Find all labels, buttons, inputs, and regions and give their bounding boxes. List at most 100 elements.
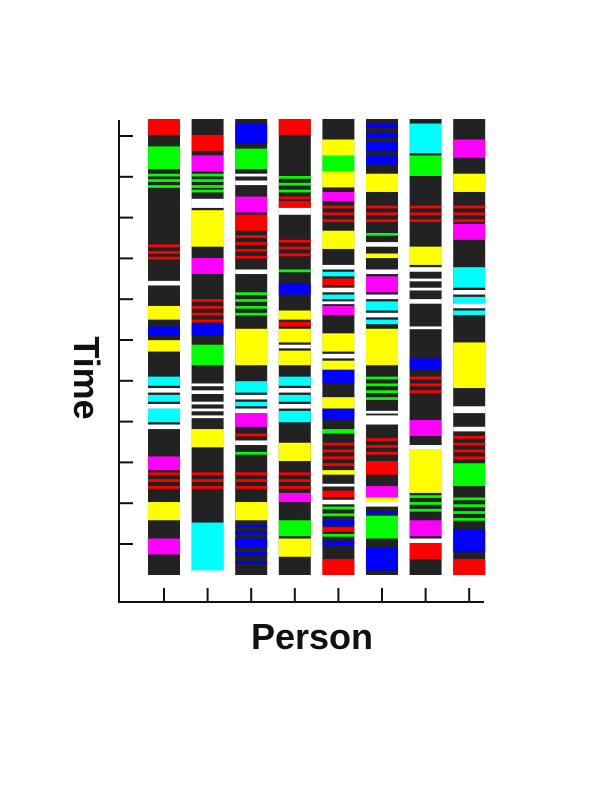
event-segment [409, 267, 442, 272]
event-segment [366, 497, 398, 503]
event-segment [148, 251, 180, 254]
event-segment [322, 408, 355, 420]
event-segment [409, 449, 442, 493]
event-segment [278, 492, 311, 503]
event-segment [366, 445, 398, 448]
event-segment [322, 333, 355, 352]
event-segment [366, 502, 398, 507]
event-segment [278, 410, 311, 423]
event-segment [366, 410, 398, 414]
axes [118, 120, 484, 603]
event-segment [453, 511, 486, 514]
person-column-2 [191, 119, 224, 575]
event-segment [453, 449, 486, 453]
event-segment [453, 303, 486, 309]
event-segment [453, 173, 486, 192]
event-segment [278, 310, 311, 320]
event-segment [366, 390, 398, 394]
person-columns [148, 119, 486, 575]
event-segment [235, 413, 268, 427]
event-segment [235, 552, 268, 555]
event-segment [278, 394, 311, 402]
event-segment [409, 520, 442, 537]
event-segment [235, 123, 268, 145]
event-segment [278, 344, 311, 349]
event-segment [366, 253, 398, 259]
event-segment [235, 538, 268, 548]
event-segment [453, 290, 486, 295]
event-segment [278, 350, 311, 366]
event-segment [278, 472, 311, 476]
event-segment [453, 342, 486, 389]
event-segment [409, 326, 442, 330]
event-segment [278, 196, 311, 200]
event-segment [453, 426, 486, 432]
event-segment [235, 214, 268, 231]
event-segment [366, 376, 398, 380]
event-segment [322, 559, 355, 575]
event-segment [191, 319, 224, 323]
event-segment [235, 312, 268, 316]
event-segment [235, 451, 268, 455]
event-segment [148, 388, 180, 393]
event-segment [366, 294, 398, 300]
event-segment [148, 305, 180, 320]
event-segment [235, 292, 268, 296]
event-segment [409, 390, 442, 394]
event-segment [366, 383, 398, 387]
event-segment [191, 305, 224, 309]
event-segment [453, 139, 486, 158]
person-column-6 [366, 119, 398, 575]
event-segment [235, 561, 268, 565]
event-segment [322, 205, 355, 209]
event-segment [191, 390, 224, 394]
event-segment [191, 185, 224, 188]
event-segment [235, 394, 268, 400]
event-segment [366, 242, 398, 247]
event-segment [453, 529, 486, 553]
event-segment [366, 451, 398, 455]
event-segment [235, 248, 268, 252]
event-segment [191, 522, 224, 571]
event-segment [322, 513, 355, 517]
event-segment [278, 269, 311, 273]
event-segment [453, 406, 486, 414]
event-segment [278, 201, 311, 208]
event-segment [235, 401, 268, 407]
event-segment [191, 179, 224, 182]
event-segment [366, 461, 398, 475]
event-segment [322, 490, 355, 498]
event-segment [366, 397, 398, 400]
event-segment [191, 344, 224, 366]
event-segment [409, 495, 442, 498]
event-segment [322, 470, 355, 475]
event-segment [235, 479, 268, 482]
event-segment [235, 242, 268, 245]
x-ticks [163, 588, 471, 602]
event-segment [148, 472, 180, 476]
event-segment [191, 383, 224, 387]
event-segment [278, 486, 311, 489]
event-segment [322, 527, 355, 532]
event-segment [235, 502, 268, 521]
event-segment [453, 296, 486, 304]
event-segment [409, 278, 442, 282]
event-segment [191, 299, 224, 302]
event-segment [322, 540, 355, 546]
event-segment [409, 538, 442, 544]
event-segment [453, 504, 486, 508]
event-segment [235, 235, 268, 239]
event-segment [148, 456, 180, 471]
event-segment [148, 326, 180, 336]
event-segment [278, 376, 311, 386]
event-segment [191, 189, 224, 193]
person-column-8 [453, 119, 486, 575]
event-segment [322, 139, 355, 156]
event-segment [322, 301, 355, 305]
event-segment [191, 155, 224, 172]
event-segment [278, 119, 311, 135]
event-segment [409, 287, 442, 291]
event-segment [366, 173, 398, 192]
event-segment [148, 502, 180, 521]
